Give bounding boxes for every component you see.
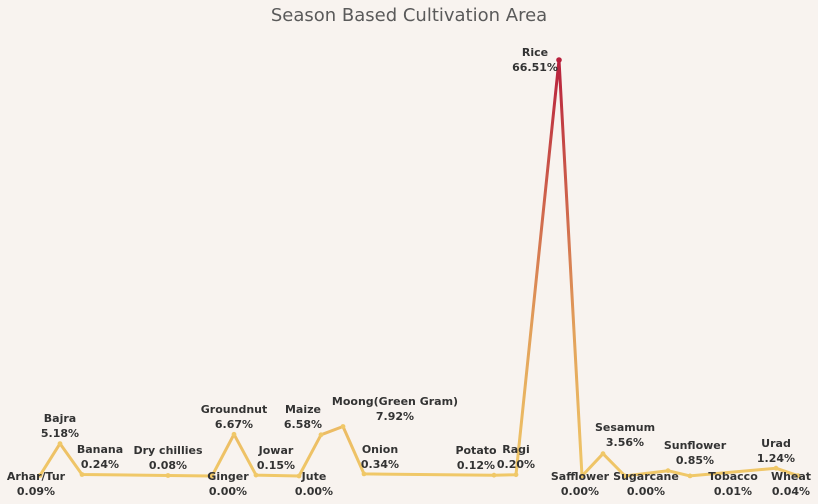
data-label: 0.08% bbox=[149, 459, 187, 472]
category-label: Maize bbox=[285, 403, 321, 416]
category-label: Safflower bbox=[551, 470, 610, 483]
data-point-tobacco[interactable] bbox=[687, 473, 693, 479]
data-point-sesamum[interactable] bbox=[600, 451, 606, 457]
category-label: Groundnut bbox=[201, 403, 267, 416]
data-label: 7.92% bbox=[376, 410, 414, 423]
data-point-dry-chillies[interactable] bbox=[165, 473, 171, 478]
data-point-sugarcane[interactable] bbox=[622, 473, 628, 479]
data-label: 0.24% bbox=[81, 458, 119, 471]
category-label: Sunflower bbox=[664, 439, 727, 452]
data-label: 0.00% bbox=[295, 485, 333, 498]
category-label: Arhar/Tur bbox=[7, 470, 66, 483]
data-point-onion[interactable] bbox=[361, 471, 367, 477]
data-label: 0.00% bbox=[209, 485, 247, 498]
data-point-sunflower[interactable] bbox=[665, 468, 671, 474]
data-label: 0.20% bbox=[497, 458, 535, 471]
category-label: Rice bbox=[522, 46, 548, 59]
data-label: 6.67% bbox=[215, 418, 253, 431]
data-point-ragi[interactable] bbox=[513, 472, 519, 478]
data-point-bajra[interactable] bbox=[57, 441, 63, 446]
data-label: 0.34% bbox=[361, 458, 399, 471]
data-point-banana[interactable] bbox=[79, 472, 85, 477]
series-line bbox=[38, 58, 799, 478]
category-label: Potato bbox=[455, 444, 497, 457]
data-label: 0.00% bbox=[627, 485, 665, 498]
data-label: 66.51% bbox=[512, 61, 558, 74]
data-label: 0.00% bbox=[561, 485, 599, 498]
data-label: 5.18% bbox=[41, 427, 79, 440]
data-label: 0.04% bbox=[772, 485, 810, 498]
data-point-arhar-tur[interactable] bbox=[37, 473, 43, 478]
data-point-jowar[interactable] bbox=[253, 472, 259, 478]
category-label: Sugarcane bbox=[613, 470, 679, 483]
category-label: Jowar bbox=[258, 444, 294, 457]
data-point-wheat[interactable] bbox=[795, 473, 801, 479]
category-label: Bajra bbox=[44, 412, 76, 425]
chart-title: Season Based Cultivation Area bbox=[270, 5, 548, 26]
data-point-rice[interactable] bbox=[556, 57, 562, 63]
data-point-jute[interactable] bbox=[296, 473, 302, 479]
category-label: Ginger bbox=[207, 470, 249, 483]
category-label: Dry chillies bbox=[134, 444, 203, 457]
data-label: 0.01% bbox=[714, 485, 752, 498]
data-point-ginger[interactable] bbox=[209, 473, 215, 479]
data-label: 0.09% bbox=[17, 485, 55, 498]
data-point-moong-green-gram[interactable] bbox=[340, 424, 346, 429]
data-label: 1.24% bbox=[757, 452, 795, 465]
category-label: Tobacco bbox=[708, 470, 758, 483]
category-label: Sesamum bbox=[595, 421, 655, 434]
data-point-maize[interactable] bbox=[318, 432, 324, 438]
category-label: Wheat bbox=[771, 470, 811, 483]
data-point-groundnut[interactable] bbox=[231, 431, 237, 437]
data-label: 0.12% bbox=[457, 459, 495, 472]
data-point-urad[interactable] bbox=[773, 465, 779, 471]
data-point-safflower[interactable] bbox=[579, 473, 585, 479]
data-label: 6.58% bbox=[284, 418, 322, 431]
category-label: Onion bbox=[362, 443, 398, 456]
data-label: 3.56% bbox=[606, 436, 644, 449]
category-label: Urad bbox=[761, 437, 791, 450]
data-point-potato[interactable] bbox=[491, 472, 497, 478]
data-label: 0.15% bbox=[257, 459, 295, 472]
category-label: Banana bbox=[77, 443, 123, 456]
category-label: Jute bbox=[301, 470, 327, 483]
category-label: Moong(Green Gram) bbox=[332, 395, 458, 408]
data-label: 0.85% bbox=[676, 454, 714, 467]
category-label: Ragi bbox=[502, 443, 530, 456]
